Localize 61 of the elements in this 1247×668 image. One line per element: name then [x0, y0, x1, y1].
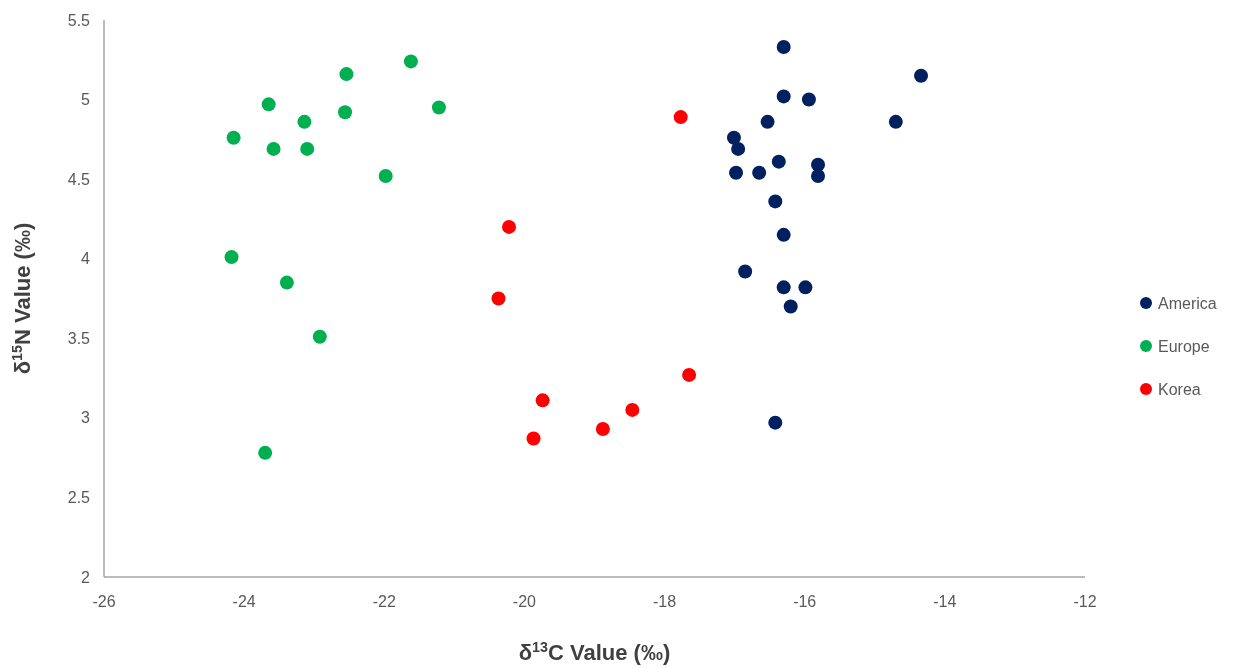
point: [776, 89, 791, 104]
y-tick-label: 2.5: [67, 489, 91, 507]
point: [731, 141, 746, 156]
y-tick-label: 5.5: [67, 11, 91, 29]
x-tick-label: -26: [92, 593, 116, 610]
point: [338, 105, 353, 120]
point: [682, 367, 697, 382]
point: [502, 219, 517, 234]
point: [403, 54, 418, 69]
point: [726, 130, 741, 145]
point: [378, 168, 393, 183]
point: [768, 415, 783, 430]
point: [776, 227, 791, 242]
point: [258, 445, 273, 460]
x-tick-label: -14: [933, 593, 957, 610]
point: [312, 329, 327, 344]
y-tick-label: 2: [81, 568, 91, 586]
point: [226, 130, 241, 145]
point: [491, 291, 506, 306]
point: [431, 100, 446, 115]
y-tick-label: 4: [81, 250, 91, 268]
point: [738, 264, 753, 279]
point: [297, 114, 312, 129]
point: [798, 280, 813, 295]
y-tick-label: 3: [81, 409, 91, 427]
point: [768, 194, 783, 209]
x-tick-label: -24: [232, 593, 256, 610]
point: [752, 165, 767, 180]
x-tick-label: -20: [512, 593, 537, 610]
point: [783, 299, 798, 314]
point: [776, 280, 791, 295]
point: [266, 141, 281, 156]
point: [535, 393, 550, 408]
point: [776, 40, 791, 55]
y-tick-label: 5: [81, 91, 91, 109]
point: [339, 67, 354, 82]
point: [811, 168, 826, 183]
point: [595, 422, 610, 436]
legend-label: America: [1158, 294, 1217, 312]
y-tick-label: 4.5: [67, 170, 91, 188]
y-tick-label: 3.5: [67, 329, 91, 347]
point: [300, 141, 315, 156]
x-tick-label: -12: [1073, 593, 1097, 610]
point: [801, 92, 816, 107]
x-tick-label: -22: [372, 593, 396, 610]
point: [673, 110, 688, 125]
point: [888, 114, 903, 129]
point: [625, 402, 640, 417]
x-tick-label: -16: [793, 593, 817, 610]
point: [526, 431, 541, 446]
point: [760, 114, 775, 129]
point: [261, 97, 276, 112]
point: [279, 275, 294, 290]
point: [771, 154, 786, 169]
legend-label: Europe: [1158, 337, 1210, 355]
legend-label: Korea: [1158, 380, 1201, 398]
point: [729, 165, 744, 180]
point: [224, 250, 239, 265]
x-axis-title: δ$^{13}$C Value (‰): [518, 639, 671, 665]
point: [914, 68, 929, 83]
x-tick-label: -18: [653, 593, 677, 610]
